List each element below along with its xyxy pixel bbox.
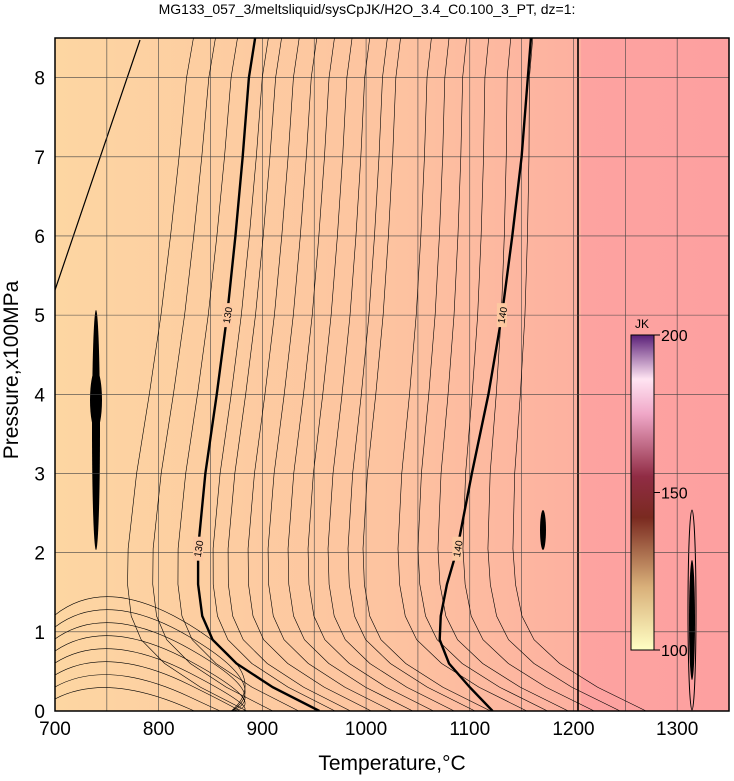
blob	[689, 560, 695, 680]
contour-label-bg	[496, 303, 507, 328]
contour-label-bg	[193, 536, 204, 561]
minor-contour	[397, 38, 527, 711]
minor-contour	[212, 38, 336, 711]
contour-field	[55, 38, 729, 711]
y-tick-label: 1	[34, 623, 45, 644]
y-tick-label: 2	[34, 544, 45, 565]
y-tick-label: 7	[34, 148, 45, 169]
minor-contour	[227, 38, 351, 711]
blob	[540, 510, 546, 550]
minor-contour	[55, 648, 246, 711]
blob	[90, 370, 102, 430]
y-tick-label: 8	[34, 69, 45, 90]
minor-contour	[55, 635, 246, 711]
x-tick-label: 1100	[449, 719, 490, 740]
minor-contour	[55, 687, 232, 711]
x-axis-label: Temperature,°C	[318, 752, 465, 775]
minor-contour	[327, 38, 455, 711]
x-tick-label: 700	[39, 719, 71, 740]
minor-contour	[55, 622, 246, 711]
contour-label: 140	[452, 539, 466, 558]
contour-label: 140	[497, 306, 511, 325]
colorbar-tick-label: 100	[661, 643, 688, 660]
colorbar-tick-label: 150	[661, 486, 688, 503]
contour-line	[196, 38, 320, 711]
contour-label: 130	[193, 539, 207, 558]
x-tick-label: 1300	[656, 719, 698, 740]
x-tick-label: 800	[143, 719, 175, 740]
minor-contour	[307, 38, 434, 711]
chart-title: MG133_057_3/meltsliquid/sysCpJK/H2O_3.4_…	[159, 1, 576, 17]
minor-contour	[347, 38, 476, 711]
minor-contour	[152, 38, 273, 711]
y-tick-label: 5	[34, 306, 45, 327]
contour-line	[438, 38, 533, 711]
y-tick-label: 0	[34, 702, 45, 723]
minor-contour	[287, 38, 413, 711]
minor-contour	[127, 38, 247, 711]
contour-label: 130	[222, 306, 236, 325]
minor-contour	[55, 609, 246, 711]
minor-contour	[362, 38, 491, 711]
contour-label-bg	[222, 303, 233, 328]
plot-background	[55, 38, 729, 711]
minor-contour	[512, 38, 647, 711]
colorbar-label: JK	[635, 317, 649, 331]
minor-contour	[55, 661, 241, 711]
y-tick-label: 4	[34, 385, 45, 406]
plot-frame	[54, 37, 730, 712]
contour-label-bg	[452, 536, 463, 561]
y-tick-label: 3	[34, 464, 45, 485]
x-tick-label: 900	[247, 719, 279, 740]
minor-contour	[267, 38, 393, 711]
y-tick-label: 6	[34, 227, 45, 248]
colorbar-tick-label: 200	[661, 328, 688, 345]
minor-contour	[487, 38, 621, 711]
minor-contour	[55, 674, 232, 711]
minor-contour	[247, 38, 372, 711]
x-tick-label: 1000	[345, 719, 387, 740]
minor-contour	[55, 596, 246, 711]
minor-contour	[177, 38, 299, 711]
y-axis-label: Pressure,x100MPa	[0, 280, 23, 459]
minor-contour	[437, 38, 569, 711]
x-tick-label: 1200	[552, 719, 594, 740]
minor-contour	[417, 38, 548, 711]
blob	[687, 509, 697, 711]
boundary-line	[55, 39, 141, 291]
colorbar	[630, 334, 655, 651]
